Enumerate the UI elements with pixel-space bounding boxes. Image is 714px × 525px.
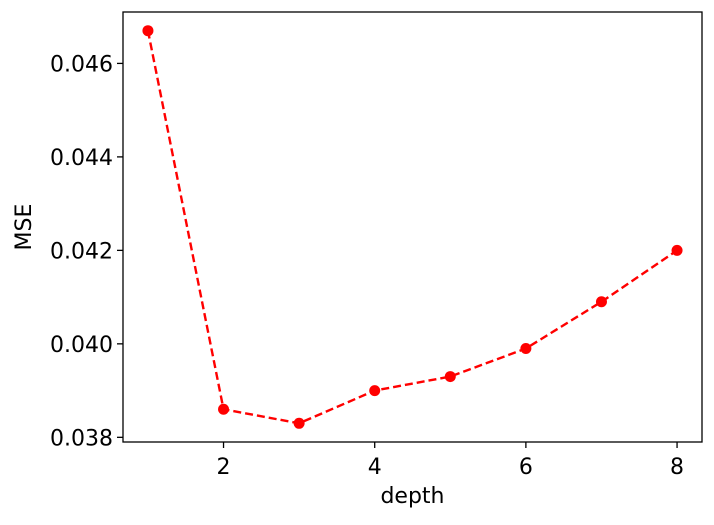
- plot-frame: [122, 11, 703, 443]
- data-point: [671, 244, 683, 256]
- series-layer: [142, 25, 683, 429]
- data-point: [218, 403, 230, 415]
- y-axis-ticks: 0.038 0.040 0.042 0.044 0.046: [50, 52, 123, 451]
- data-point: [293, 417, 305, 429]
- data-point: [444, 371, 456, 383]
- x-tick-label: 6: [519, 455, 533, 480]
- x-tick-label: 8: [670, 455, 684, 480]
- x-tick-label: 4: [368, 455, 382, 480]
- x-axis-label: depth: [380, 484, 444, 509]
- y-tick-label: 0.042: [50, 239, 113, 264]
- y-axis-label: MSE: [12, 204, 37, 251]
- data-point: [369, 385, 381, 397]
- y-tick-label: 0.038: [50, 426, 113, 451]
- y-tick-label: 0.040: [50, 333, 113, 358]
- x-tick-label: 2: [217, 455, 231, 480]
- plot-area: [123, 12, 702, 442]
- y-tick-label: 0.046: [50, 52, 113, 77]
- data-point: [142, 25, 154, 37]
- x-axis-ticks: 2 4 6 8: [217, 442, 684, 480]
- series-line: [146, 30, 678, 425]
- data-point: [520, 343, 532, 355]
- data-point: [595, 296, 607, 308]
- y-tick-label: 0.044: [50, 146, 113, 171]
